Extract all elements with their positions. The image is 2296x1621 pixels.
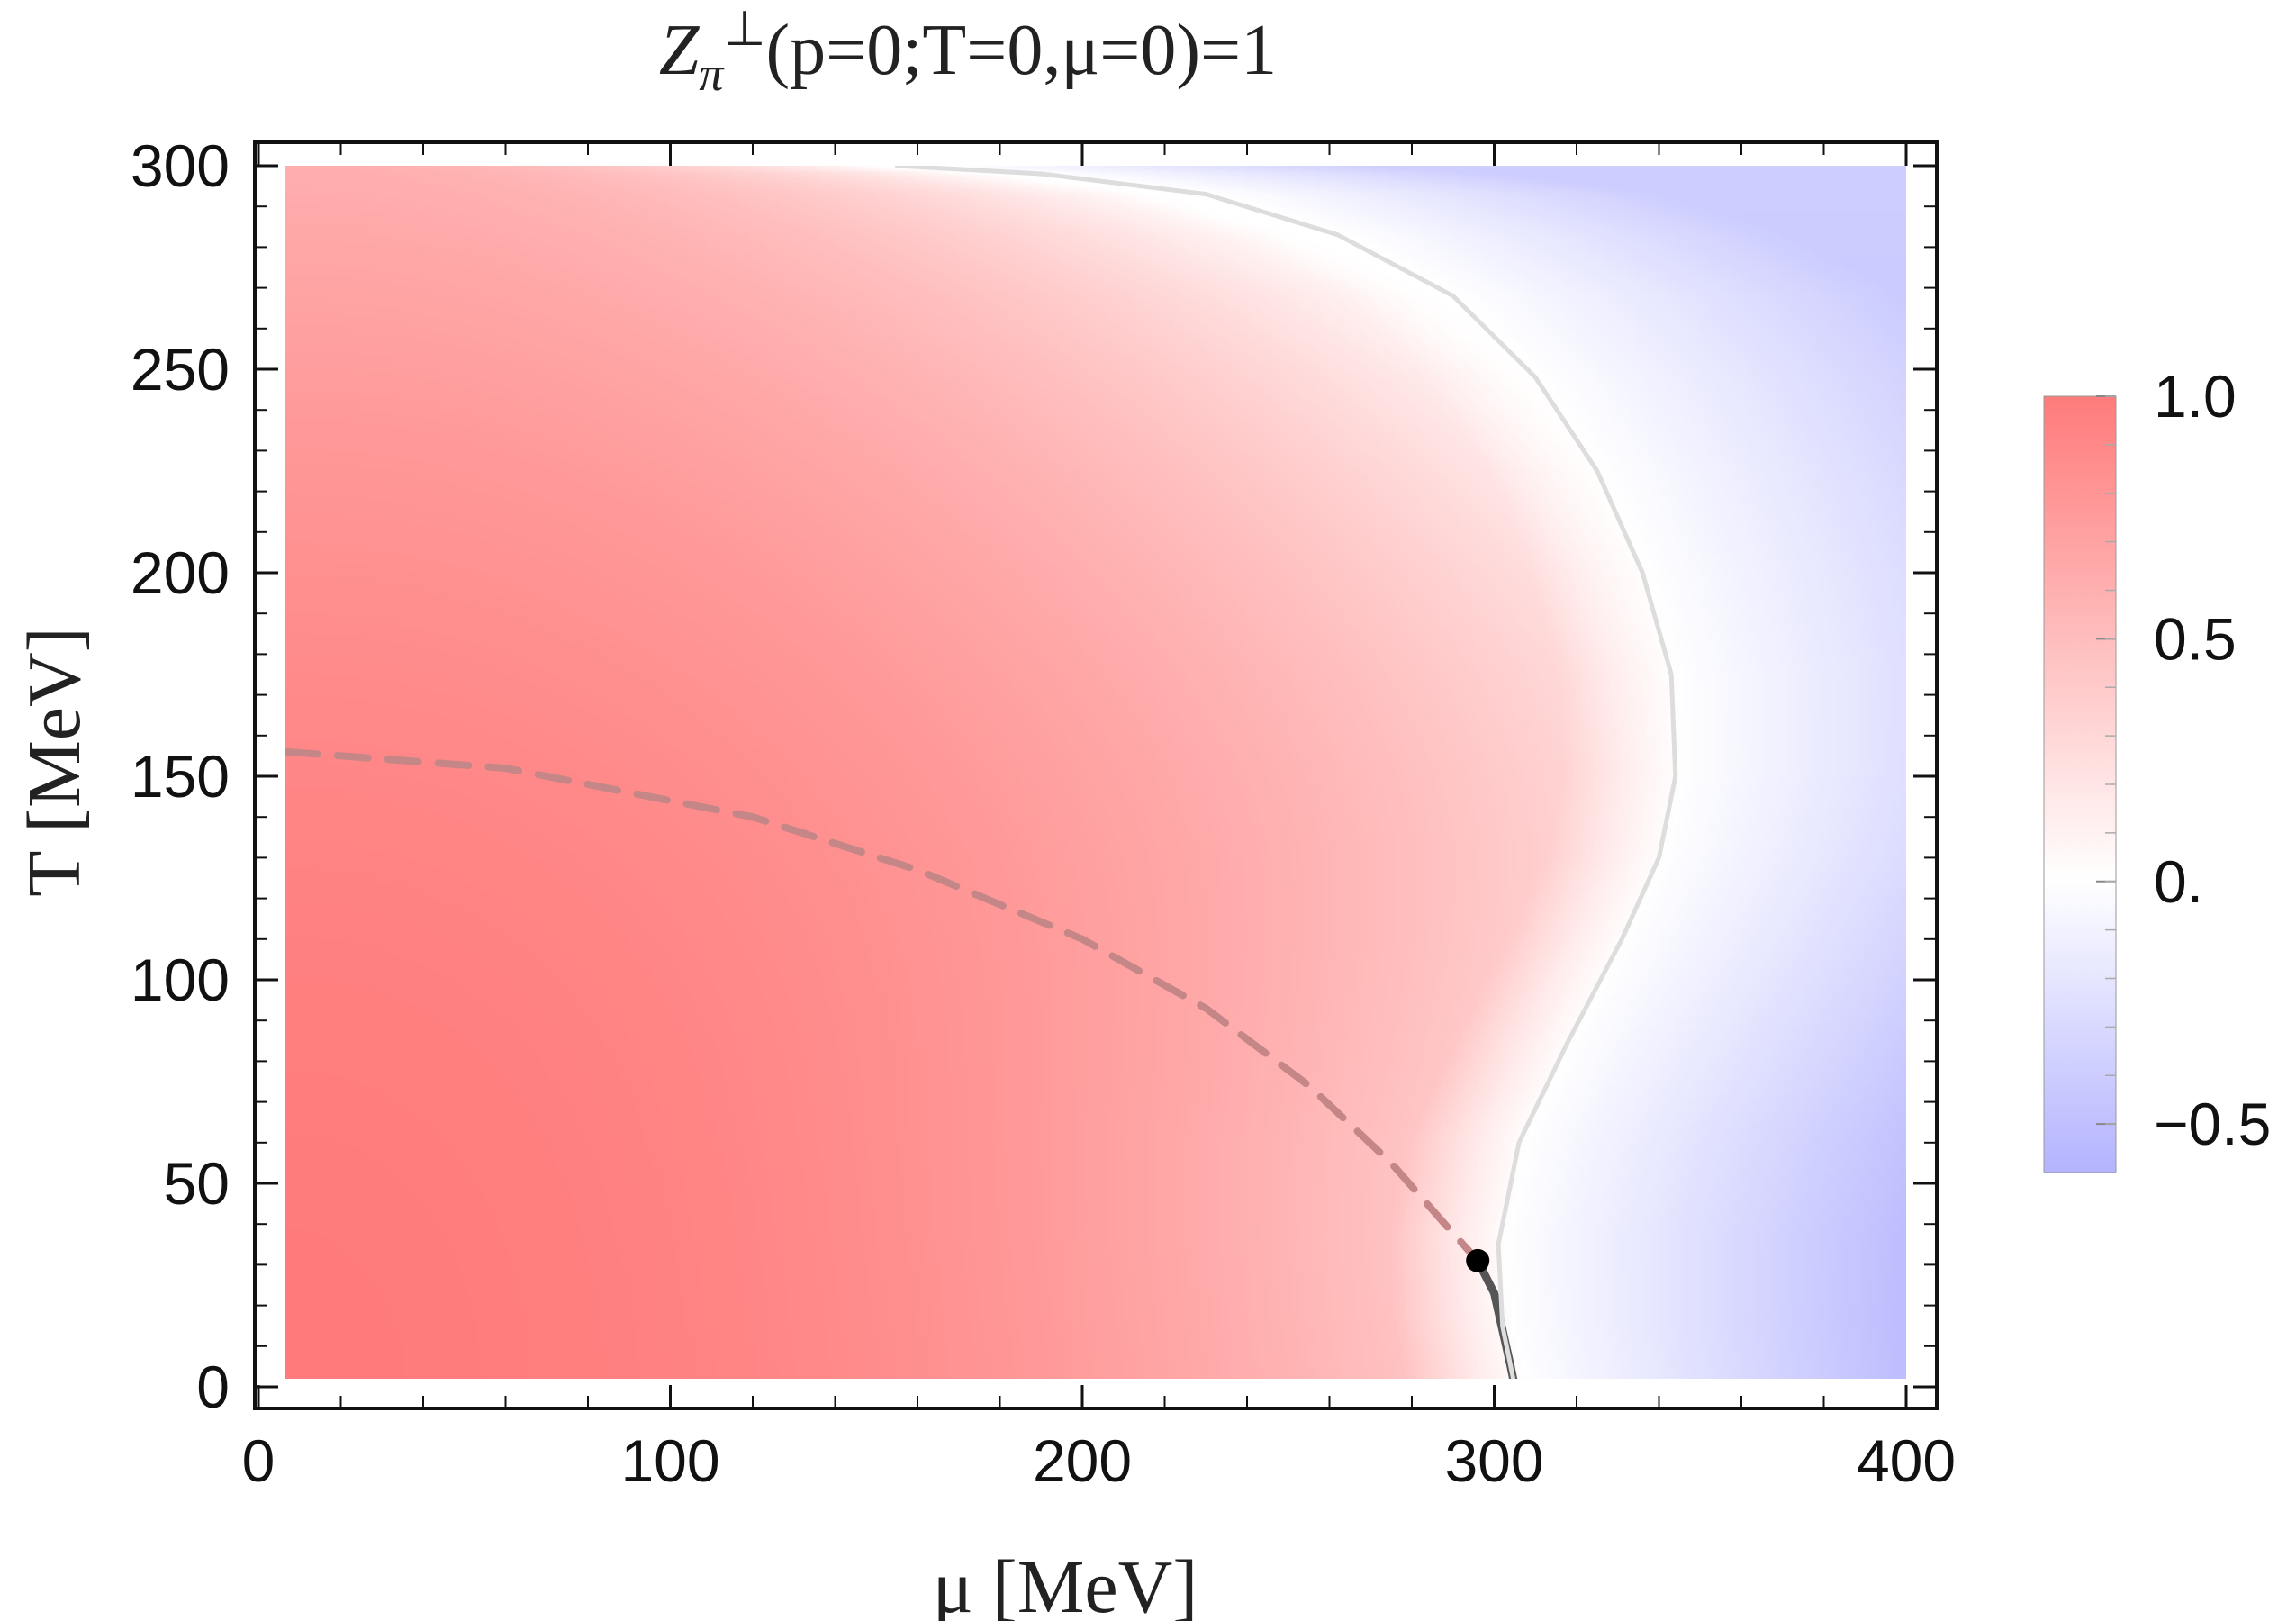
- colorbar-tick-label: −0.5: [2154, 1091, 2271, 1157]
- x-tick-label: 200: [1033, 1427, 1132, 1494]
- colorbar-tick-label: 1.0: [2154, 363, 2237, 430]
- x-tick-label: 0: [242, 1427, 276, 1494]
- critical-point-marker: [1466, 1248, 1490, 1272]
- colorbar: 1.0 0.5 0. −0.5: [2043, 363, 2271, 1173]
- y-tick-label: 250: [131, 336, 230, 403]
- y-axis: 0 50 100 150 200 250 300: [131, 132, 1937, 1420]
- colorbar-tick-label: 0.: [2154, 848, 2203, 915]
- colorbar-ticks: 1.0 0.5 0. −0.5: [2096, 363, 2271, 1157]
- chart-title: Zπ⊥(p=0;T=0,μ=0)=1: [659, 2, 1277, 101]
- x-tick-label: 100: [620, 1427, 719, 1494]
- x-axis-title: μ [MeV]: [933, 1545, 1198, 1621]
- colorbar-tick-label: 0.5: [2154, 605, 2237, 672]
- sign-change-contour: [894, 166, 1678, 1379]
- heatmap-image: [285, 166, 1906, 1379]
- heatmap: [285, 166, 1906, 1379]
- y-tick-label: 50: [164, 1150, 230, 1217]
- x-tick-label: 400: [1857, 1427, 1956, 1494]
- y-tick-label: 150: [131, 743, 230, 810]
- x-tick-label: 300: [1444, 1427, 1543, 1494]
- phase-curves: [285, 166, 1678, 1379]
- y-tick-label: 300: [131, 132, 230, 199]
- y-axis-title: T [MeV]: [13, 627, 96, 896]
- y-tick-label: 0: [196, 1354, 230, 1420]
- y-tick-label: 100: [131, 946, 230, 1013]
- y-tick-label: 200: [131, 539, 230, 606]
- x-axis: 0 100 200 300 400: [242, 142, 1956, 1494]
- colorbar-gradient: [2043, 395, 2117, 1173]
